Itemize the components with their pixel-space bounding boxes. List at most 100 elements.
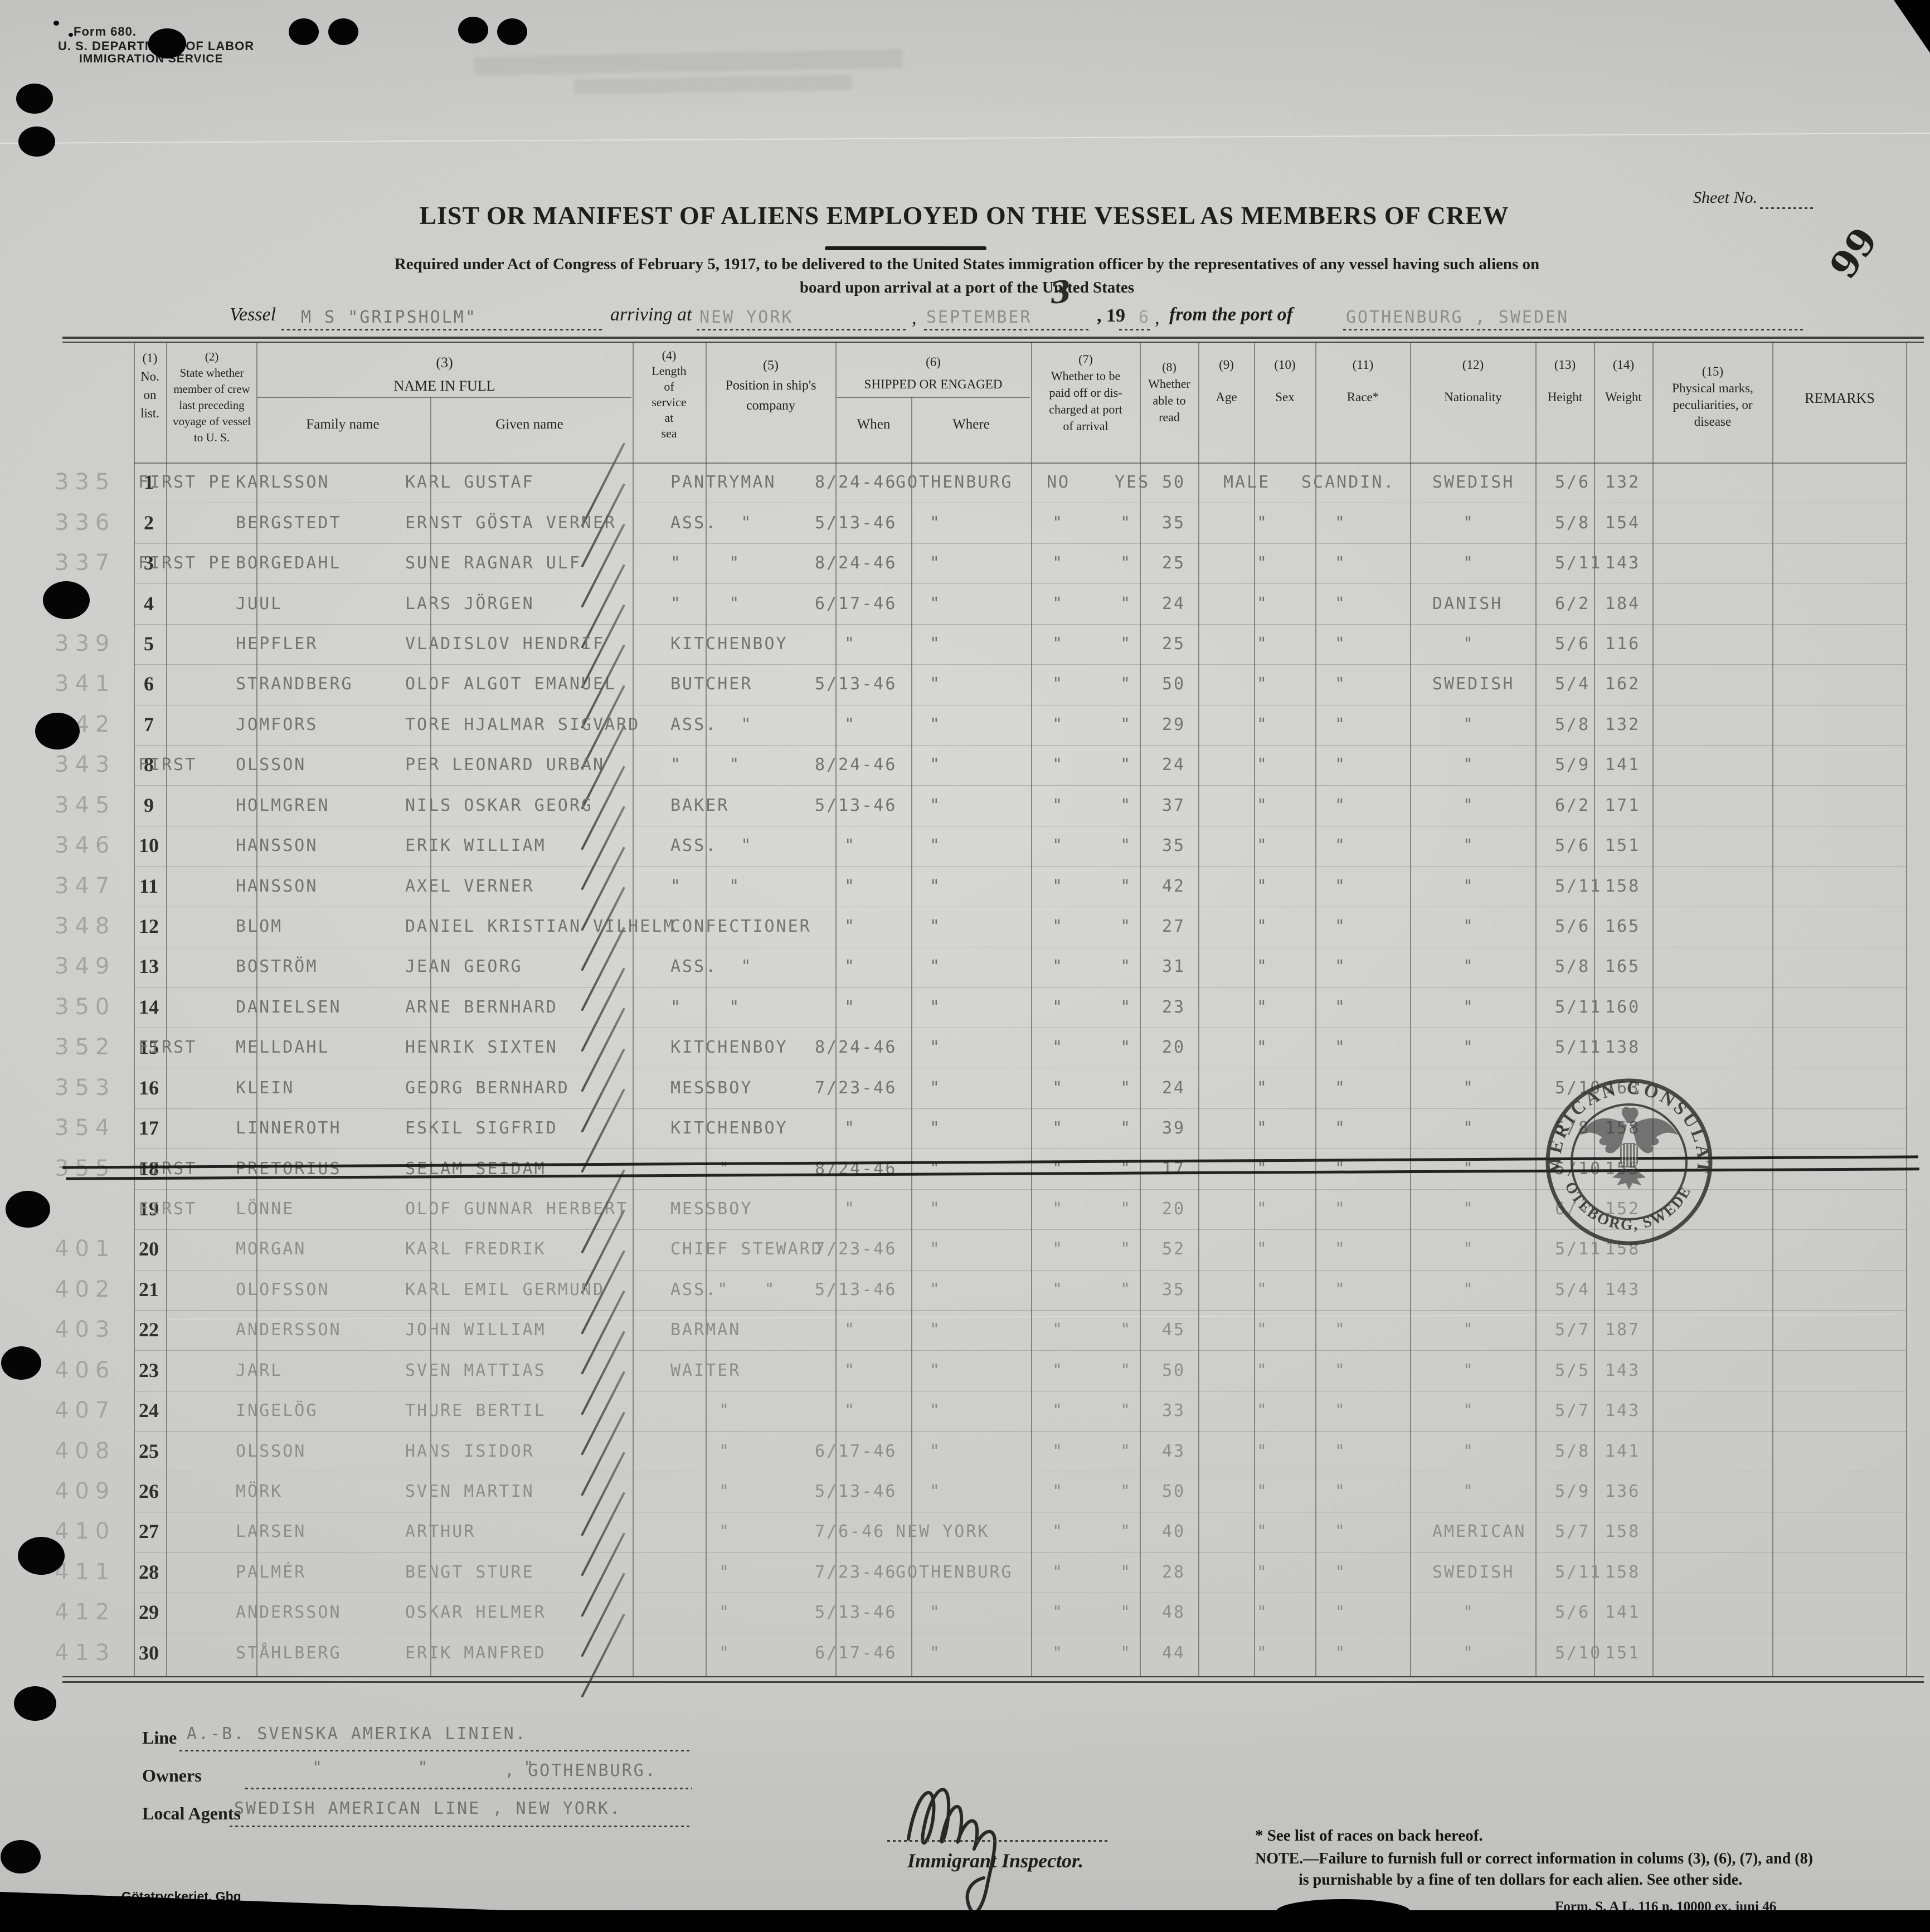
- arrival-date-line: [924, 329, 1091, 330]
- list-number: 15: [139, 1036, 159, 1058]
- column-header-text: (13): [1554, 358, 1576, 372]
- cell-nationality: ": [1463, 1643, 1475, 1663]
- margin-number: 403: [55, 1317, 116, 1342]
- cell-able-to-read: ": [1120, 1361, 1132, 1380]
- cell-able-to-read: ": [1120, 1603, 1132, 1622]
- table-column-line: [835, 342, 837, 1676]
- table-column-line: [1198, 342, 1199, 1676]
- list-number: 23: [139, 1359, 159, 1381]
- owners-value: , GOTHENBURG.: [504, 1761, 657, 1780]
- cell-paid-off: ": [1052, 1522, 1064, 1541]
- cell-given-name: LARS JÖRGEN: [405, 594, 534, 614]
- cell-paid-off: ": [1052, 957, 1064, 976]
- service-slash-mark: [581, 1008, 625, 1092]
- cell-family-name: HEPFLER: [236, 634, 318, 654]
- cell-sex: ": [1257, 755, 1269, 775]
- races-footnote: * See list of races on back hereof.: [1255, 1827, 1483, 1845]
- hole-punch: [69, 33, 73, 37]
- row-rule: [134, 1108, 1906, 1109]
- cell-shipped-where: ": [930, 715, 942, 734]
- margin-number: 354: [55, 1115, 116, 1141]
- cell-height: 5/7: [1555, 1401, 1591, 1420]
- hole-punch: [43, 581, 90, 619]
- cell-weight: 141: [1605, 1603, 1641, 1622]
- table-column-line: [1772, 342, 1773, 1676]
- cell-age: 45: [1162, 1320, 1186, 1340]
- cell-family-name: OLOFSSON: [236, 1280, 330, 1300]
- cell-shipped-where: ": [930, 1361, 942, 1380]
- cell-given-name: ESKIL SIGFRID: [405, 1118, 558, 1138]
- cell-shipped-where: ": [930, 674, 942, 694]
- cell-height: 5/6: [1555, 836, 1591, 855]
- scan-edge-top-right: [1894, 0, 1930, 53]
- column-header-c1: (1) No. on list.: [130, 349, 169, 422]
- cell-shipped-when: 7/6-46: [815, 1522, 886, 1541]
- cell-height: 5/7: [1555, 1522, 1591, 1541]
- cell-shipped-when: ": [844, 715, 857, 734]
- cell-nationality: ": [1463, 1038, 1475, 1057]
- table-column-line: [166, 342, 167, 1676]
- cell-race: ": [1335, 997, 1347, 1017]
- cell-given-name: KARL FREDRIK: [405, 1239, 546, 1259]
- cell-given-name: KARL EMIL GERMUND: [405, 1280, 605, 1300]
- cell-position: ": [719, 1643, 731, 1663]
- column-header-text: (3): [436, 354, 453, 371]
- cell-given-name: DANIEL KRISTIAN VILHELM: [405, 917, 675, 936]
- cell-position: ": [719, 1522, 731, 1541]
- consulate-stamp: AMERICAN CONSULATE GOTEBORG, SWEDEN.: [1545, 1078, 1713, 1245]
- cell-position: WAITER: [670, 1361, 741, 1380]
- year-line: [1119, 329, 1153, 330]
- table-column-line: [706, 342, 707, 1676]
- cell-family-name: DANIELSEN: [236, 997, 342, 1017]
- cell-weight: 184: [1605, 594, 1641, 614]
- cell-able-to-read: YES: [1115, 473, 1150, 492]
- cell-height: 5/7: [1555, 1320, 1591, 1340]
- agents-rule: [230, 1826, 692, 1827]
- owners-label: Owners: [142, 1765, 202, 1785]
- cell-shipped-where: ": [930, 513, 942, 533]
- inspector-signature: [907, 1788, 997, 1914]
- row-rule: [134, 624, 1906, 625]
- cell-shipped-where: ": [930, 1078, 942, 1098]
- service-slash-mark: [581, 1331, 625, 1415]
- margin-number: 339: [55, 631, 116, 656]
- cell-height: 6/2: [1555, 594, 1591, 614]
- cell-paid-off: ": [1052, 755, 1064, 775]
- cell-paid-off: ": [1052, 1038, 1064, 1057]
- cell-position: ": [719, 1563, 731, 1582]
- cell-position: BAKER: [670, 796, 730, 815]
- cell-shipped-when: 8/24-46: [815, 755, 897, 775]
- cell-nationality: ": [1463, 1361, 1475, 1380]
- cell-given-name: OSKAR HELMER: [405, 1603, 546, 1622]
- cell-weight: 143: [1605, 553, 1641, 573]
- cell-shipped-when: 7/23-46: [815, 1078, 897, 1098]
- cell-age: 23: [1162, 997, 1186, 1017]
- cell-race: ": [1335, 594, 1347, 614]
- cell-age: 52: [1162, 1239, 1186, 1259]
- column-header-text: company: [746, 398, 795, 413]
- cell-nationality: ": [1463, 836, 1475, 855]
- cell-sex: ": [1257, 1320, 1269, 1340]
- cell-race: ": [1335, 1078, 1347, 1098]
- service-slash-mark: [581, 1613, 625, 1698]
- hole-punch: [6, 1191, 50, 1228]
- cell-height: 5/5: [1555, 1361, 1591, 1380]
- row-rule: [134, 583, 1906, 584]
- margin-number: 410: [55, 1519, 116, 1544]
- column-header-text: (6): [926, 355, 941, 369]
- cell-given-name: ARTHUR: [405, 1522, 476, 1541]
- margin-number: 336: [55, 510, 116, 536]
- column-header-text: read: [1159, 410, 1180, 424]
- row-rule: [134, 987, 1906, 988]
- column-header-text: (5): [763, 358, 779, 373]
- cell-position: " ": [670, 997, 741, 1017]
- cell-paid-off: ": [1052, 1643, 1064, 1663]
- cell-able-to-read: ": [1120, 1563, 1132, 1582]
- table-bottom-rule: [62, 1676, 1924, 1677]
- row-rule: [134, 1270, 1906, 1271]
- cell-family-name: BOSTRÖM: [236, 957, 318, 976]
- cell-able-to-read: ": [1120, 1199, 1132, 1219]
- cell-weight: 138: [1605, 1038, 1641, 1057]
- margin-number: 401: [55, 1236, 116, 1262]
- column-header-text: on: [143, 388, 157, 402]
